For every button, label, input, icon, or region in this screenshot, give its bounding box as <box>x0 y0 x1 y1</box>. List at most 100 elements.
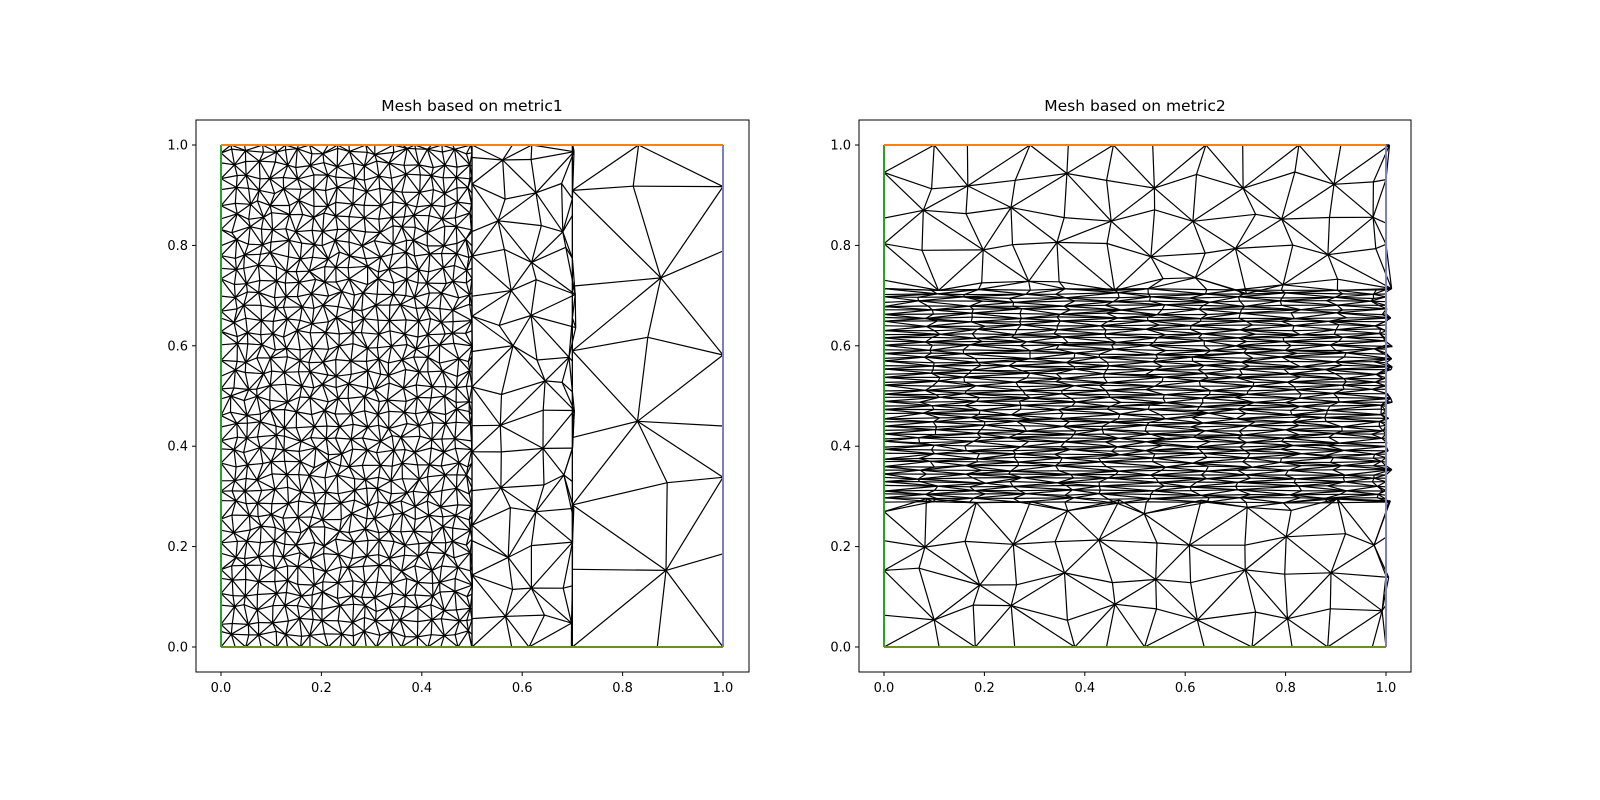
mesh-edge <box>288 617 300 622</box>
mesh-edge <box>1063 300 1076 307</box>
mesh-edge <box>287 396 301 403</box>
mesh-edge <box>321 519 326 528</box>
mesh-edge <box>1235 340 1285 347</box>
mesh-edge <box>1106 312 1118 319</box>
mesh-edge <box>413 530 433 533</box>
mesh-edge <box>1150 498 1208 503</box>
mesh-edge <box>270 502 289 516</box>
mesh-edge <box>261 488 275 492</box>
mesh-edge <box>1021 324 1058 327</box>
mesh-edge <box>256 373 265 390</box>
mesh-edge <box>1009 481 1014 487</box>
mesh-edge <box>399 304 407 321</box>
mesh-edge <box>352 448 368 451</box>
mesh-edge <box>979 584 1012 607</box>
mesh-edge <box>236 343 247 363</box>
mesh-edge <box>366 554 379 557</box>
mesh-edge <box>1292 442 1340 447</box>
mesh-edge <box>1059 309 1071 315</box>
mesh-edge <box>1343 352 1347 358</box>
mesh-edge <box>500 447 544 489</box>
mesh-edge <box>572 277 661 287</box>
mesh-edge <box>1373 296 1387 300</box>
mesh-edge <box>1112 578 1156 584</box>
mesh-edge <box>349 255 368 267</box>
mesh-edge <box>1063 420 1070 427</box>
mesh-edge <box>429 253 444 269</box>
mesh-edge <box>1373 465 1393 471</box>
mesh-edge <box>1235 248 1284 286</box>
mesh-edge <box>1284 345 1292 351</box>
mesh-edge <box>975 502 1014 545</box>
mesh-edge <box>1013 497 1021 503</box>
mesh-edge <box>1329 404 1382 407</box>
mesh-edge <box>364 175 380 181</box>
mesh-edge <box>311 607 323 621</box>
mesh-edge <box>1346 352 1385 355</box>
mesh-edge <box>431 204 443 220</box>
mesh-edge <box>1292 244 1329 256</box>
mesh-edge <box>390 466 393 481</box>
mesh-edge <box>440 451 445 467</box>
mesh-edge <box>1056 320 1061 327</box>
mesh-edge <box>339 603 354 607</box>
mesh-edge <box>351 370 368 375</box>
mesh-edge <box>309 397 329 403</box>
mesh-edge <box>338 343 354 347</box>
mesh-edge <box>260 525 276 542</box>
mesh-edge <box>327 166 338 176</box>
mesh-edge <box>1150 474 1207 480</box>
mesh-edge <box>401 449 406 464</box>
mesh-edge <box>367 265 379 273</box>
mesh-edge <box>441 201 458 220</box>
mesh-edge <box>632 186 662 279</box>
mesh-edge <box>962 344 970 351</box>
mesh-edge <box>363 318 379 321</box>
mesh-edge <box>535 279 576 296</box>
mesh-edge <box>235 541 238 558</box>
mesh-edge <box>256 479 276 490</box>
mesh-edge <box>236 332 248 338</box>
mesh-edge <box>427 395 446 412</box>
mesh-edge <box>426 551 433 571</box>
mesh-edge <box>403 204 407 217</box>
mesh-edge <box>1243 349 1286 354</box>
mesh-edge <box>353 539 369 543</box>
mesh-edge <box>234 297 238 309</box>
mesh-edge <box>234 595 246 607</box>
mesh-edge <box>456 187 469 203</box>
mesh-edge <box>269 252 277 267</box>
mesh-edge <box>1299 397 1340 403</box>
mesh-edge <box>404 530 415 546</box>
mesh-edge <box>1345 533 1375 546</box>
mesh-edge <box>1238 368 1243 375</box>
mesh-edge <box>572 144 639 191</box>
mesh-edge <box>244 478 247 492</box>
mesh-edge <box>933 416 972 423</box>
mesh-edge <box>1243 348 1248 354</box>
mesh-edge <box>1012 482 1058 488</box>
mesh-edge <box>561 381 573 393</box>
mesh-edge <box>431 439 445 453</box>
mesh-edge <box>367 256 382 267</box>
mesh-edge <box>454 591 457 610</box>
mesh-edge <box>231 490 237 502</box>
mesh-edge <box>1150 433 1197 436</box>
mesh-edge <box>220 213 238 220</box>
mesh-edge <box>351 580 354 596</box>
mesh-edge <box>544 380 575 411</box>
mesh-edge <box>248 188 252 205</box>
mesh-edge <box>270 461 273 474</box>
mesh-edge <box>301 306 313 325</box>
mesh-edge <box>391 333 406 347</box>
mesh-edge <box>415 336 419 350</box>
mesh-edge <box>456 164 471 168</box>
mesh-edge <box>324 266 336 268</box>
mesh-edge <box>309 371 315 388</box>
mesh-edge <box>300 475 310 492</box>
mesh-edge <box>571 350 638 422</box>
mesh-edge <box>1117 292 1120 298</box>
mesh-edge <box>452 309 473 322</box>
mesh-edge <box>1054 453 1063 459</box>
mesh-edge <box>471 220 499 233</box>
